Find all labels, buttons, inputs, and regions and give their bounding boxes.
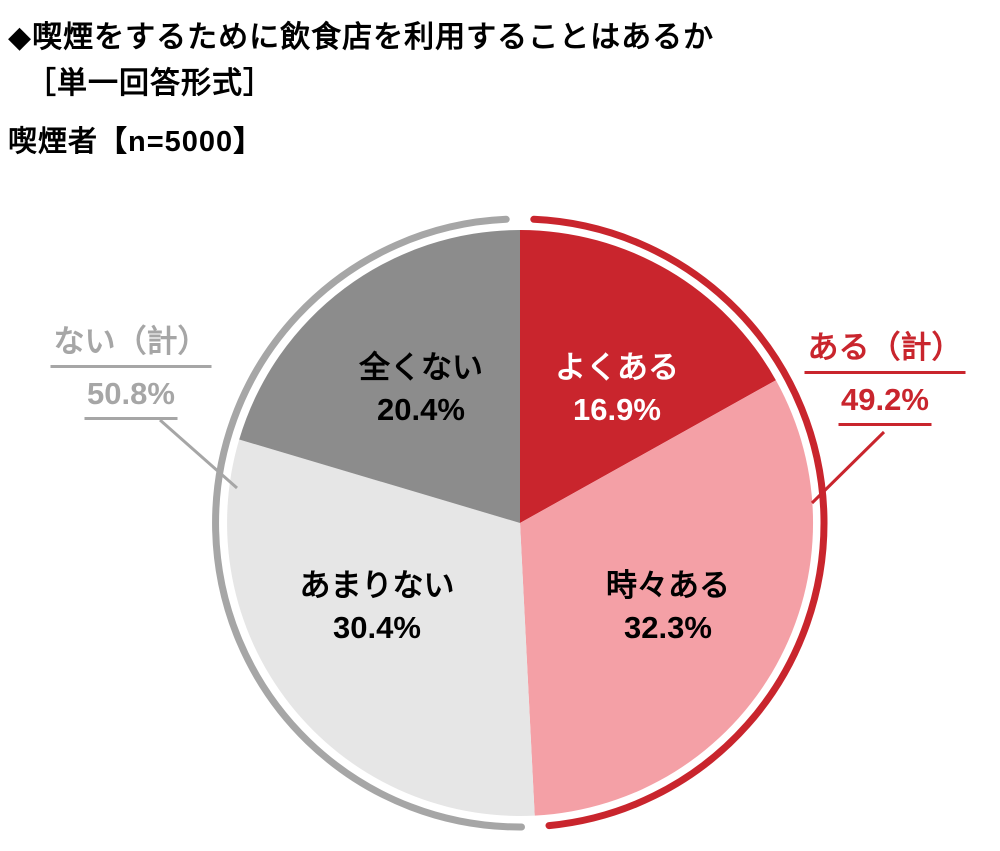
slice-name: あまりない (299, 568, 455, 603)
slice-label-mattakunai: 全くない 20.4% (359, 347, 483, 431)
slice-value: 16.9% (573, 392, 661, 427)
slice-label-yokuaru: よくある 16.9% (555, 347, 679, 431)
slice-name: 時々ある (606, 568, 730, 603)
slice-name: 全くない (359, 350, 483, 385)
group-arc-aru (530, 215, 828, 830)
pie-slice-4 (239, 230, 520, 523)
leader-line-nai (159, 418, 238, 490)
slice-label-tokidoki: 時々ある 32.3% (606, 565, 730, 649)
leader-line-aru (810, 430, 886, 505)
slice-value: 30.4% (333, 610, 421, 645)
slice-name: よくある (555, 350, 679, 385)
slice-label-amarinai: あまりない 30.4% (300, 565, 455, 649)
group-name: ない（計） (50, 322, 212, 368)
group-label-aru-total: ある（計） 49.2% (804, 328, 966, 432)
group-name: ある（計） (804, 328, 966, 374)
group-label-nai-total: ない（計） 50.8% (50, 322, 212, 426)
pie-slice-3 (227, 439, 535, 816)
group-arc-nai (212, 215, 525, 831)
group-value: 49.2% (838, 380, 932, 426)
answer-format-note: ［単一回答形式］ (26, 67, 274, 100)
pie-slice-2 (520, 380, 814, 816)
chart-title: ◆喫煙をするために飲食店を利用することはあるか (8, 21, 715, 54)
slice-value: 20.4% (377, 392, 465, 427)
group-value: 50.8% (84, 374, 178, 420)
sample-size-label: 喫煙者【n=5000】 (8, 126, 264, 158)
slice-value: 32.3% (624, 610, 712, 645)
pie-slice-1 (520, 230, 776, 523)
